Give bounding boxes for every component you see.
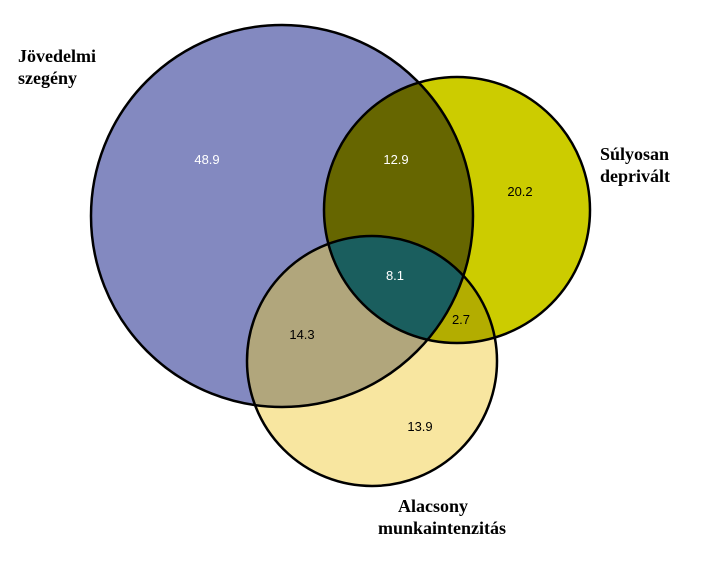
all-three-overlap (324, 236, 473, 343)
label-low-work-line-1: Alacsony (398, 496, 468, 516)
value-all-three: 8.1 (386, 268, 404, 283)
value-low-work-only: 13.9 (407, 419, 432, 434)
value-income-deprived: 12.9 (383, 152, 408, 167)
value-income-low-work: 14.3 (289, 327, 314, 342)
value-income-only: 48.9 (194, 152, 219, 167)
label-income-poor: Jövedelmi szegény (18, 46, 101, 88)
value-deprived-only: 20.2 (507, 184, 532, 199)
value-deprived-low-work: 2.7 (452, 312, 470, 327)
label-income-poor-line-2: szegény (18, 68, 77, 88)
income-poor-outline (89, 23, 475, 409)
label-deprived: Súlyosan deprivált (600, 144, 674, 186)
deprived-outline (322, 75, 592, 345)
label-deprived-line-1: Súlyosan (600, 144, 669, 164)
label-low-work-intensity: Alacsony munkaintenzitás (378, 496, 506, 538)
low-work-intensity-outline (245, 234, 499, 488)
label-deprived-line-2: deprivált (600, 166, 670, 186)
label-low-work-line-2: munkaintenzitás (378, 518, 506, 538)
label-income-poor-line-1: Jövedelmi (18, 46, 96, 66)
